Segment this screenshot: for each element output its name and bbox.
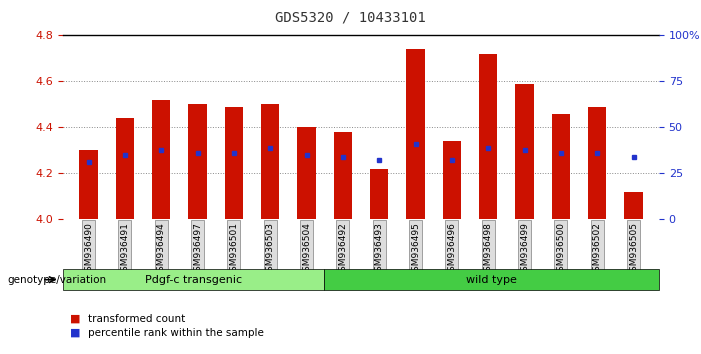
Text: wild type: wild type (466, 275, 517, 285)
Text: GDS5320 / 10433101: GDS5320 / 10433101 (275, 11, 426, 25)
Bar (116, 118, 134, 219)
Bar (370, 169, 388, 219)
Text: percentile rank within the sample: percentile rank within the sample (88, 328, 264, 338)
Bar (407, 49, 425, 219)
Bar (225, 107, 243, 219)
Bar (588, 107, 606, 219)
Bar (479, 54, 497, 219)
Bar (552, 114, 570, 219)
Bar (625, 192, 643, 219)
Text: Pdgf-c transgenic: Pdgf-c transgenic (145, 275, 242, 285)
Bar (515, 84, 533, 219)
Text: ■: ■ (70, 314, 81, 324)
Text: ■: ■ (70, 328, 81, 338)
Bar (443, 141, 461, 219)
Bar (261, 104, 279, 219)
Bar (334, 132, 352, 219)
Bar (79, 150, 97, 219)
Bar (152, 100, 170, 219)
Bar (189, 104, 207, 219)
Bar (297, 127, 315, 219)
Text: transformed count: transformed count (88, 314, 185, 324)
Text: genotype/variation: genotype/variation (7, 275, 106, 285)
